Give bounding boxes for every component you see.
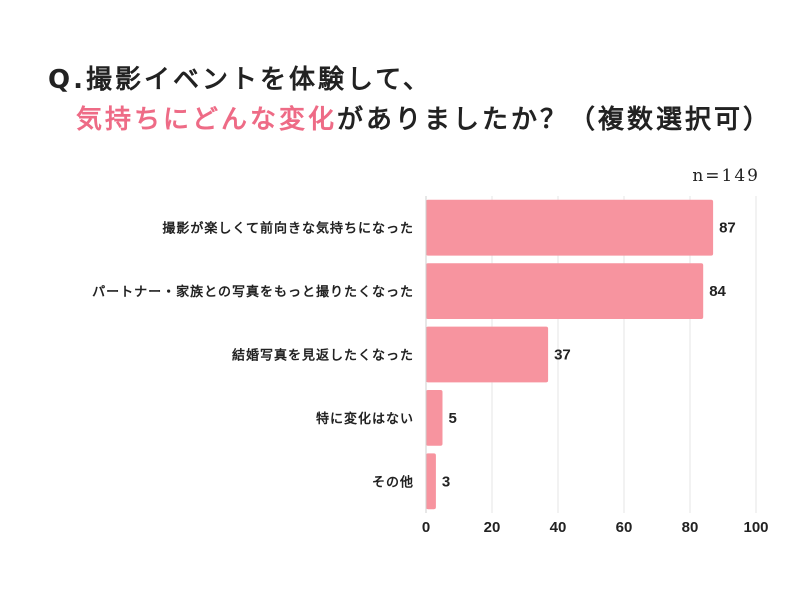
value-label-3: 5 xyxy=(449,410,457,427)
value-label-2: 37 xyxy=(554,347,571,364)
x-tick-label-4: 80 xyxy=(682,519,699,536)
title-line-2-rest: がありましたか？（複数選択可） xyxy=(337,105,773,135)
chart-title: Q.撮影イベントを体験して、 気持ちにどんな変化がありましたか？（複数選択可） xyxy=(48,60,772,140)
value-label-4: 3 xyxy=(442,473,450,490)
category-label-3: 特に変化はない xyxy=(316,411,414,427)
category-label-0: 撮影が楽しくて前向きな気持ちになった xyxy=(162,221,414,237)
bar-4 xyxy=(426,453,436,510)
bar-1 xyxy=(426,263,704,319)
x-tick-label-2: 40 xyxy=(550,519,567,536)
title-line-1: Q.撮影イベントを体験して、 xyxy=(48,65,432,95)
category-label-2: 結婚写真を見返したくなった xyxy=(232,348,414,364)
x-tick-label-0: 0 xyxy=(422,519,430,536)
value-label-1: 84 xyxy=(709,283,726,300)
bar-2 xyxy=(426,326,549,383)
title-line-2: 気持ちにどんな変化がありましたか？（複数選択可） xyxy=(48,100,772,140)
value-label-0: 87 xyxy=(719,220,736,237)
sample-size-label: n=149 xyxy=(692,166,760,186)
x-tick-label-3: 60 xyxy=(616,519,633,536)
x-tick-label-1: 20 xyxy=(484,519,501,536)
category-label-4: その他 xyxy=(372,474,414,490)
title-highlight: 気持ちにどんな変化 xyxy=(76,105,338,135)
x-tick-label-5: 100 xyxy=(743,519,768,536)
bar-0 xyxy=(426,199,714,256)
bar-3 xyxy=(426,390,443,446)
category-label-1: パートナー・家族との写真をもっと撮りたくなった xyxy=(92,284,414,300)
